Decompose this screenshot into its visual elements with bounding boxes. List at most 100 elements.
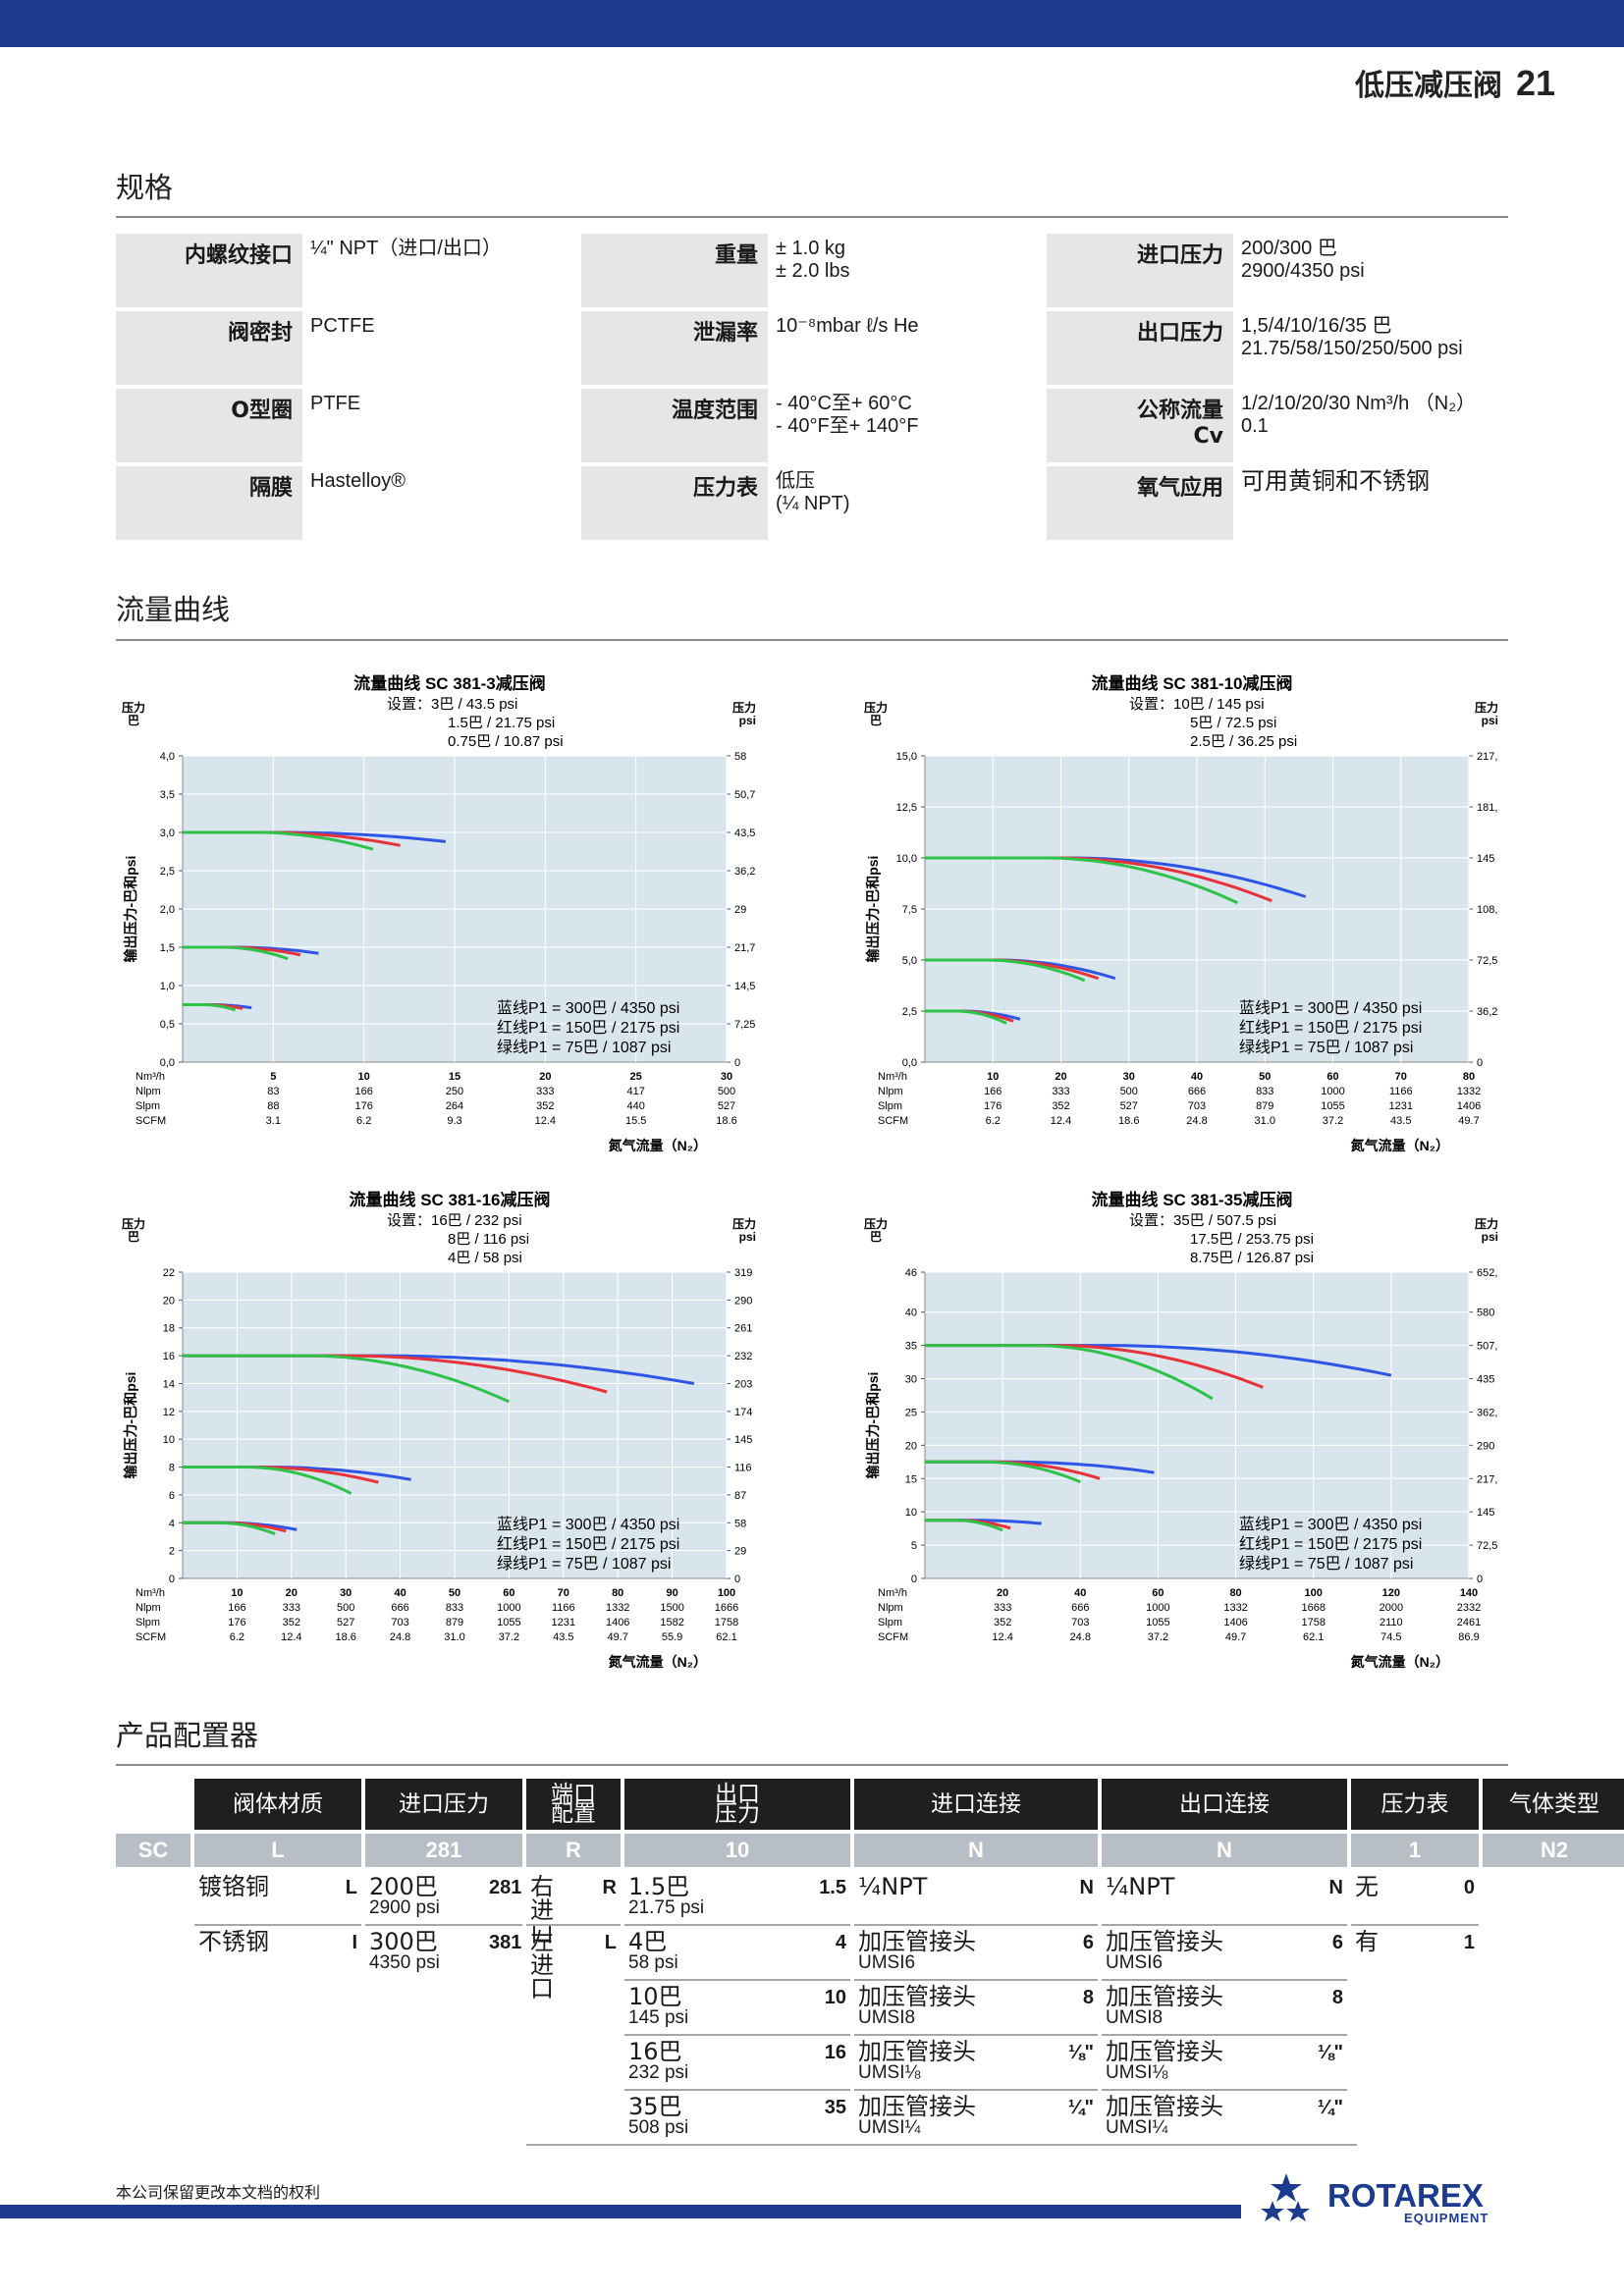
x-tick-label: 12.4	[281, 1631, 301, 1643]
flow-chart-sc381-35: 流量曲线 SC 381-35减压阀 设置：35巴 / 507.5 psi 17.5巴…	[860, 1186, 1498, 1696]
r-tick-label: 36,25	[1477, 1006, 1498, 1018]
r-tick-label: 87	[734, 1490, 746, 1502]
x-tick-label: 333	[1052, 1086, 1069, 1097]
x-tick-label: 37.2	[499, 1631, 519, 1643]
option-sublabel: 145 psi	[628, 2007, 689, 2028]
x-row-label: Slpm	[878, 1100, 902, 1112]
spec-value: 1/2/10/20/30 Nm³/h （N₂） 0.1	[1241, 393, 1476, 437]
x-tick-label: 352	[1052, 1100, 1069, 1112]
logo-star-icon	[1261, 2201, 1284, 2221]
x-tick-label: 30	[721, 1071, 732, 1083]
r-tick-label: 232	[734, 1351, 752, 1362]
config-header: 阀体材质	[194, 1779, 361, 1830]
r-tick-label: 0	[1477, 1057, 1483, 1069]
option-code: 1	[1463, 1932, 1475, 1953]
spec-label: 温度范围	[581, 389, 768, 466]
y-tick-label: 3,0	[160, 828, 175, 839]
x-tick-label: 100	[1305, 1587, 1323, 1599]
r-tick-label: 72,5	[1477, 955, 1497, 967]
spec-label: 压力表	[581, 466, 768, 544]
config-option: ¼NPT	[858, 1875, 1053, 1898]
y-tick-label: 1,5	[160, 942, 175, 954]
x-tick-label: 250	[446, 1086, 463, 1097]
chart-setting: 1.5巴 / 21.75 psi	[448, 715, 555, 731]
spec-cell: 出口压力 1,5/4/10/16/35 巴 21.75/58/150/250/50…	[1047, 311, 1508, 389]
x-row-label: Nm³/h	[878, 1071, 907, 1083]
right-unit-label: 压力	[1475, 700, 1498, 715]
r-tick-label: 435	[1477, 1374, 1494, 1386]
option-label: 有	[1355, 1928, 1379, 1955]
r-tick-label: 362,5	[1477, 1407, 1498, 1418]
r-tick-label: 58	[734, 1518, 746, 1529]
spec-cell: 内螺纹接口 ¼" NPT（进口/出口）	[116, 234, 577, 311]
curve-green	[183, 1003, 237, 1012]
option-code: 1.5	[819, 1877, 846, 1898]
option-sublabel: UMSI⅛	[858, 2062, 921, 2083]
option-sublabel: UMSI6	[858, 1952, 916, 1973]
x-tick-label: 88	[267, 1100, 279, 1112]
option-label: 4巴	[628, 1928, 668, 1955]
page-header: 低压减压阀 21	[1355, 61, 1555, 104]
bottom-color-bar	[0, 2205, 1241, 2218]
x-tick-label: 1582	[660, 1617, 683, 1629]
legend-item: 绿线P1 = 75巴 / 1087 psi	[1239, 1039, 1413, 1056]
y-tick-label: 20	[905, 1440, 917, 1452]
x-tick-label: 500	[718, 1086, 735, 1097]
y-tick-label: 8	[169, 1463, 175, 1474]
config-option: 无	[1355, 1875, 1434, 1898]
r-tick-label: 14,5	[734, 981, 755, 992]
x-tick-label: 62.1	[716, 1631, 736, 1643]
x-tick-label: 1406	[1457, 1100, 1481, 1112]
y-tick-label: 20	[163, 1295, 175, 1307]
y-tick-label: 7,5	[902, 904, 917, 916]
legend-item: 绿线P1 = 75巴 / 1087 psi	[497, 1555, 671, 1573]
y-tick-label: 10,0	[896, 853, 917, 865]
r-tick-label: 29	[734, 1546, 746, 1558]
x-tick-label: 833	[446, 1602, 463, 1614]
x-tick-label: 12.4	[535, 1115, 556, 1127]
chart-setting: 4巴 / 58 psi	[448, 1250, 522, 1266]
x-tick-label: 1231	[1389, 1100, 1413, 1112]
x-tick-label: 43.5	[1390, 1115, 1411, 1127]
x-tick-label: 3.1	[266, 1115, 281, 1127]
y-tick-label: 2,0	[160, 904, 175, 916]
option-label: 300巴	[369, 1928, 438, 1955]
y-tick-label: 14	[163, 1378, 175, 1390]
row-divider	[624, 1924, 850, 1926]
x-tick-label: 15	[449, 1071, 460, 1083]
row-divider	[624, 1979, 850, 1981]
x-row-label: Nm³/h	[135, 1071, 165, 1083]
x-tick-label: 166	[984, 1086, 1001, 1097]
x-tick-label: 6.2	[986, 1115, 1001, 1127]
y-axis-label: 输出压力-巴和psi	[865, 1372, 881, 1479]
x-tick-label: 1668	[1301, 1602, 1325, 1614]
x-axis-label: 氮气流量（N₂）	[608, 1138, 707, 1153]
x-tick-label: 80	[1229, 1587, 1241, 1599]
x-tick-label: 20	[997, 1587, 1008, 1599]
x-tick-label: 30	[1123, 1071, 1135, 1083]
x-row-label: Nlpm	[878, 1602, 903, 1614]
config-option: 加压管接头 UMSI¼	[858, 2095, 1053, 2138]
y-tick-label: 16	[163, 1351, 175, 1362]
x-tick-label: 37.2	[1323, 1115, 1343, 1127]
y-tick-label: 0,0	[160, 1057, 175, 1069]
r-tick-label: 50,75	[734, 789, 756, 801]
x-tick-label: 18.6	[716, 1115, 736, 1127]
spec-row: 隔膜 Hastelloy® 压力表 低压 (¼ NPT) 氧气应用 可用黄铜和不锈钢	[116, 466, 1508, 544]
spec-value: 1,5/4/10/16/35 巴 21.75/58/150/250/500 ps…	[1241, 315, 1463, 359]
x-tick-label: 527	[1120, 1100, 1138, 1112]
x-tick-label: 50	[1259, 1071, 1271, 1083]
curve-green	[183, 1354, 511, 1404]
x-tick-label: 2110	[1380, 1617, 1403, 1629]
y-tick-label: 6	[169, 1490, 175, 1502]
x-tick-label: 1000	[1321, 1086, 1344, 1097]
x-axis-label: 氮气流量（N₂）	[608, 1654, 707, 1670]
option-label: 200巴	[369, 1873, 438, 1900]
config-option: 10巴 145 psi	[628, 1985, 805, 2028]
x-tick-label: 176	[228, 1617, 245, 1629]
chart-title: 流量曲线 SC 381-10减压阀	[1092, 673, 1293, 693]
config-code: L	[194, 1834, 361, 1867]
option-sublabel: 21.75 psi	[628, 1897, 705, 1918]
page-title: 低压减压阀	[1354, 69, 1502, 103]
spec-cell: 进口压力 200/300 巴 2900/4350 psi	[1047, 234, 1508, 311]
